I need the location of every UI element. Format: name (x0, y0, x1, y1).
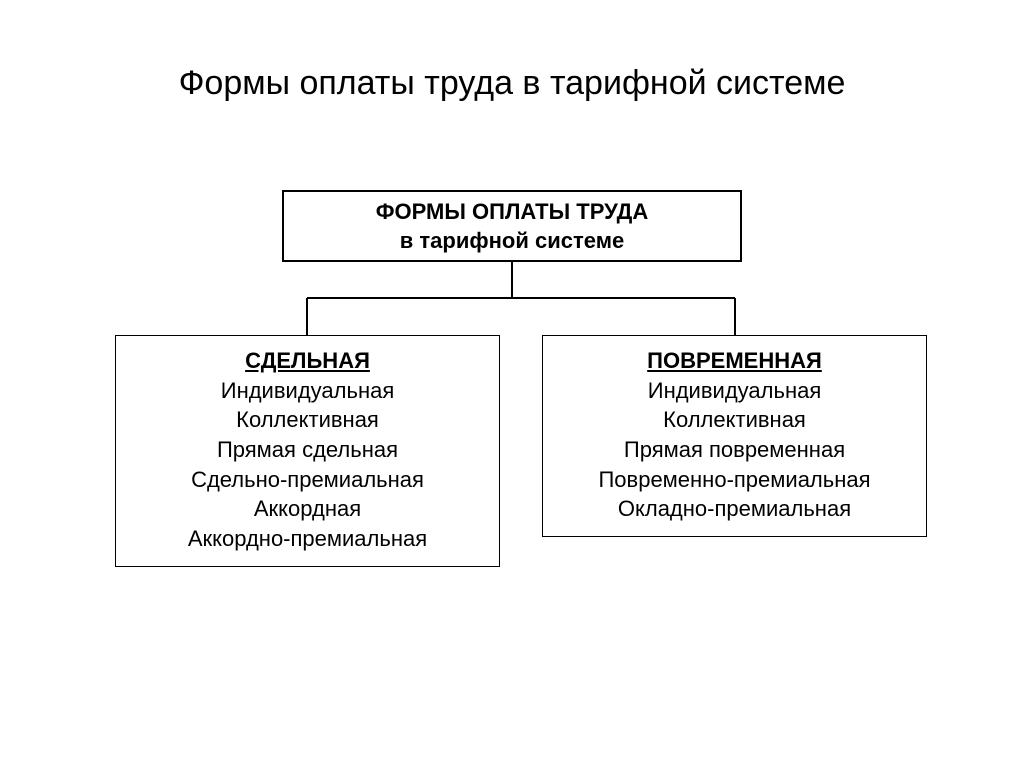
child-right-heading: ПОВРЕМЕННАЯ (553, 346, 916, 376)
child-left-item: Прямая сдельная (126, 435, 489, 465)
child-right-item: Индивидуальная (553, 376, 916, 406)
child-right-item: Повременно-премиальная (553, 465, 916, 495)
child-node-left: СДЕЛЬНАЯ Индивидуальная Коллективная Пря… (115, 335, 500, 567)
root-node: ФОРМЫ ОПЛАТЫ ТРУДА в тарифной системе (282, 190, 742, 262)
child-left-item: Индивидуальная (126, 376, 489, 406)
root-node-line1: ФОРМЫ ОПЛАТЫ ТРУДА (292, 198, 732, 227)
child-left-item: Аккордная (126, 494, 489, 524)
child-left-item: Аккордно-премиальная (126, 524, 489, 554)
child-right-item: Окладно-премиальная (553, 494, 916, 524)
root-node-line2: в тарифной системе (292, 227, 732, 256)
child-node-right: ПОВРЕМЕННАЯ Индивидуальная Коллективная … (542, 335, 927, 537)
child-right-item: Коллективная (553, 405, 916, 435)
diagram-container: Формы оплаты труда в тарифной системе ФО… (0, 0, 1024, 768)
child-left-item: Коллективная (126, 405, 489, 435)
page-title: Формы оплаты труда в тарифной системе (0, 64, 1024, 103)
child-right-item: Прямая повременная (553, 435, 916, 465)
child-left-item: Сдельно-премиальная (126, 465, 489, 495)
child-left-heading: СДЕЛЬНАЯ (126, 346, 489, 376)
